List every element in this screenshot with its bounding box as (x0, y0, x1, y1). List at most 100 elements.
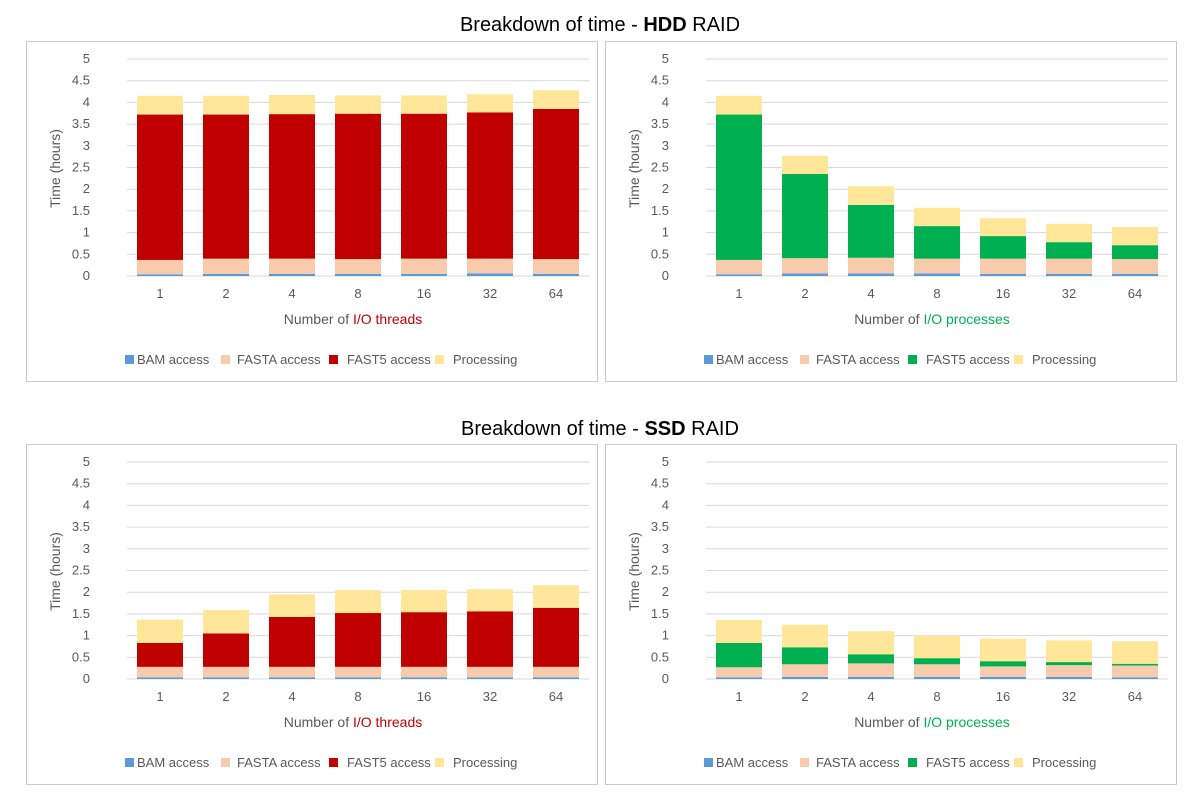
y-axis-label: Time (hours) (47, 532, 63, 611)
legend-label: BAM access (137, 352, 210, 367)
legend-label: FASTA access (237, 352, 321, 367)
x-axis-label: Number of I/O threads (284, 311, 423, 327)
bar-segment-bam-access (137, 274, 183, 276)
bar-segment-fasta-access (533, 259, 579, 274)
bar-segment-fasta-access (980, 666, 1026, 677)
hdd-title-prefix: Breakdown of time - (459, 14, 644, 36)
bar-segment-fast5-access (533, 607, 579, 667)
bar-segment-processing (137, 95, 183, 115)
ssd-title-bold: SSD (644, 418, 686, 440)
bar-segment-bam-access (716, 274, 762, 276)
y-tick-label: 5 (662, 51, 669, 66)
y-tick-label: 3.5 (72, 116, 90, 131)
y-tick-label: 3 (83, 138, 90, 153)
y-tick-label: 4 (83, 94, 90, 109)
bar-segment-processing (782, 624, 828, 648)
bar-segment-bam-access (467, 273, 513, 276)
y-tick-label: 3.5 (651, 519, 669, 534)
bar-segment-fast5-access (848, 654, 894, 664)
bar-segment-processing (914, 635, 960, 659)
bar-segment-fast5-access (137, 114, 183, 260)
chart-ssd-threads: 0 0.5 1 1.5 2 2.5 3 3.5 4 4.5 5 Time (hours) 1 2 4 8 16 3… (47, 454, 589, 770)
y-tick-label: 0.5 (72, 246, 90, 261)
legend-swatch (435, 355, 444, 364)
bar-segment-processing (848, 186, 894, 205)
bar-segment-fast5-access (782, 647, 828, 665)
bar-segment-processing (848, 631, 894, 655)
bar-segment-fast5-access (269, 114, 315, 259)
bar-segment-bam-access (533, 677, 579, 679)
y-tick-label: 0.5 (651, 649, 669, 664)
bar-segment-bam-access (203, 677, 249, 679)
bar-segment-processing (782, 155, 828, 175)
y-tick-label: 0 (83, 268, 90, 283)
legend-label: BAM access (137, 755, 210, 770)
bar-segment-bam-access (914, 676, 960, 679)
bar-segment-fasta-access (137, 259, 183, 275)
bar-segment-bam-access (980, 676, 1026, 679)
x-tick-label: 2 (222, 689, 229, 704)
chart-panel-hdd-threads: 0 0.5 1 1.5 2 2.5 3 3.5 4 4.5 5 Time (hours) 1 2 4 8 16 3… (26, 41, 598, 382)
bar-segment-fasta-access (716, 259, 762, 275)
bar-segment-fasta-access (980, 258, 1026, 274)
y-tick-label: 2.5 (651, 160, 669, 175)
bar-segment-fast5-access (203, 633, 249, 667)
y-tick-label: 2.5 (72, 160, 90, 175)
y-axis-label: Time (hours) (626, 532, 642, 611)
y-tick-label: 4.5 (72, 73, 90, 88)
x-tick-label: 4 (867, 689, 874, 704)
bar-segment-fast5-access (137, 642, 183, 667)
bar-segment-fast5-access (335, 613, 381, 667)
x-axis-label: Number of I/O threads (284, 714, 423, 730)
bar-segment-bam-access (137, 677, 183, 679)
bar-segment-fasta-access (1112, 259, 1158, 274)
bar-segment-processing (1112, 226, 1158, 246)
legend-label: Processing (453, 755, 517, 770)
bar-segment-fasta-access (467, 258, 513, 274)
bar-segment-fast5-access (1112, 245, 1158, 260)
x-tick-label: 8 (933, 689, 940, 704)
y-tick-label: 4 (662, 94, 669, 109)
y-tick-label: 3 (662, 138, 669, 153)
bar-segment-fast5-access (401, 113, 447, 259)
y-tick-label: 5 (83, 454, 90, 469)
bar-segment-fast5-access (203, 114, 249, 259)
bar-segment-fast5-access (1046, 662, 1092, 666)
hdd-title-bold: HDD (643, 14, 687, 36)
bar-segment-bam-access (980, 273, 1026, 276)
x-tick-label: 32 (1062, 689, 1076, 704)
bar-segment-bam-access (848, 676, 894, 679)
bar-segment-processing (467, 589, 513, 612)
y-tick-label: 5 (662, 454, 669, 469)
legend-swatch (800, 758, 809, 767)
bar-segment-processing (401, 95, 447, 114)
y-tick-label: 4 (83, 497, 90, 512)
bar-segment-bam-access (1046, 676, 1092, 679)
bar-segment-fast5-access (716, 114, 762, 260)
bar-segment-fasta-access (203, 258, 249, 274)
legend-label: FASTA access (816, 755, 900, 770)
bar-segment-bam-access (401, 273, 447, 276)
y-tick-label: 1 (662, 225, 669, 240)
bar-segment-bam-access (716, 677, 762, 679)
y-tick-label: 1 (83, 225, 90, 240)
bar-segment-fasta-access (848, 663, 894, 677)
legend-swatch (329, 758, 338, 767)
chart-panel-ssd-threads: 0 0.5 1 1.5 2 2.5 3 3.5 4 4.5 5 Time (hours) 1 2 4 8 16 3… (26, 444, 598, 785)
y-tick-label: 3 (83, 541, 90, 556)
chart-ssd-processes: 0 0.5 1 1.5 2 2.5 3 3.5 4 4.5 5 Time (hours) 1 2 4 8 16 3… (626, 454, 1168, 770)
x-tick-label: 32 (483, 286, 497, 301)
x-tick-label: 64 (549, 689, 563, 704)
ssd-section-title: Breakdown of time - SSD RAID (0, 418, 1200, 441)
legend-label: FAST5 access (347, 352, 431, 367)
hdd-title-suffix: RAID (686, 14, 741, 36)
legend-label: BAM access (716, 755, 789, 770)
x-tick-label: 8 (354, 286, 361, 301)
legend-swatch (1014, 355, 1023, 364)
x-tick-label: 32 (483, 689, 497, 704)
legend-label: FAST5 access (926, 352, 1010, 367)
legend: BAM access FASTA access FAST5 access Proces… (125, 755, 517, 770)
x-tick-label: 16 (996, 286, 1010, 301)
bar-segment-bam-access (335, 273, 381, 276)
y-tick-label: 2.5 (72, 563, 90, 578)
